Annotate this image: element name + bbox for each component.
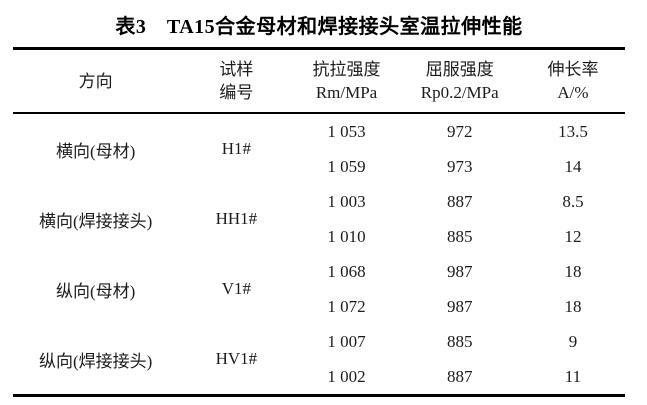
- yield-value: 972: [446, 121, 473, 141]
- table-caption: 表3 TA15合金母材和焊接接头室温拉伸性能: [115, 16, 523, 38]
- direction-cell: 纵向(母材): [55, 281, 136, 301]
- specimen-cell: HH1#: [215, 209, 258, 228]
- yield-value: 987: [446, 261, 473, 281]
- tensile-value: 1 010: [327, 226, 366, 246]
- tensile-value: 1 068: [327, 261, 366, 281]
- table-row: 1 010 885 12: [13, 219, 625, 254]
- table-row: 纵向(母材) V1# 1 068 987 18: [13, 254, 625, 301]
- elongation-value: 12: [564, 226, 582, 246]
- yield-value: 973: [446, 156, 473, 176]
- elongation-value: 14: [564, 156, 582, 176]
- elongation-value: 13.5: [558, 121, 588, 141]
- yield-value: 987: [446, 296, 473, 316]
- table-row: 1 002 887 11: [13, 359, 625, 396]
- col-header-tensile-strength: 抗拉强度 Rm/MPa: [294, 48, 399, 114]
- direction-cell: 横向(焊接接头): [38, 211, 153, 231]
- elongation-value: 18: [564, 296, 582, 316]
- col-header-elongation: 伸长率 A/%: [520, 48, 625, 114]
- specimen-cell: H1#: [221, 139, 251, 158]
- elongation-value: 8.5: [562, 191, 584, 211]
- tensile-value: 1 003: [327, 191, 366, 211]
- table-row: 1 059 973 14: [13, 149, 625, 184]
- col-header-direction: 方向: [13, 48, 179, 114]
- tensile-value: 1 007: [327, 331, 366, 351]
- table-row: 横向(焊接接头) HH1# 1 003 887 8.5: [13, 184, 625, 231]
- yield-value: 887: [446, 366, 473, 386]
- direction-cell: 纵向(焊接接头): [38, 351, 153, 371]
- elongation-value: 18: [564, 261, 582, 281]
- col-header-specimen: 试样 编号: [178, 48, 295, 114]
- direction-cell: 横向(母材): [55, 141, 136, 161]
- specimen-cell: V1#: [221, 279, 251, 298]
- col-header-yield-strength: 屈服强度 Rp0.2/MPa: [398, 48, 521, 114]
- table-row: 横向(母材) H1# 1 053 972 13.5: [13, 113, 625, 161]
- table-header-row: 方向 试样 编号 抗拉强度 Rm/MPa 屈服强度 Rp0.2/MPa 伸长率 …: [13, 48, 625, 114]
- yield-value: 885: [446, 331, 473, 351]
- table-row: 1 072 987 18: [13, 289, 625, 324]
- specimen-cell: HV1#: [215, 349, 258, 368]
- tensile-properties-table: 方向 试样 编号 抗拉强度 Rm/MPa 屈服强度 Rp0.2/MPa 伸长率 …: [13, 47, 625, 397]
- tensile-value: 1 059: [327, 156, 366, 176]
- table-row: 纵向(焊接接头) HV1# 1 007 885 9: [13, 324, 625, 371]
- col-header-direction-label: 方向: [78, 71, 113, 91]
- elongation-value: 9: [568, 331, 578, 351]
- tensile-value: 1 002: [327, 366, 366, 386]
- tensile-value: 1 053: [327, 121, 366, 141]
- yield-value: 887: [446, 191, 473, 211]
- elongation-value: 11: [564, 366, 582, 386]
- tensile-value: 1 072: [327, 296, 366, 316]
- yield-value: 885: [446, 226, 473, 246]
